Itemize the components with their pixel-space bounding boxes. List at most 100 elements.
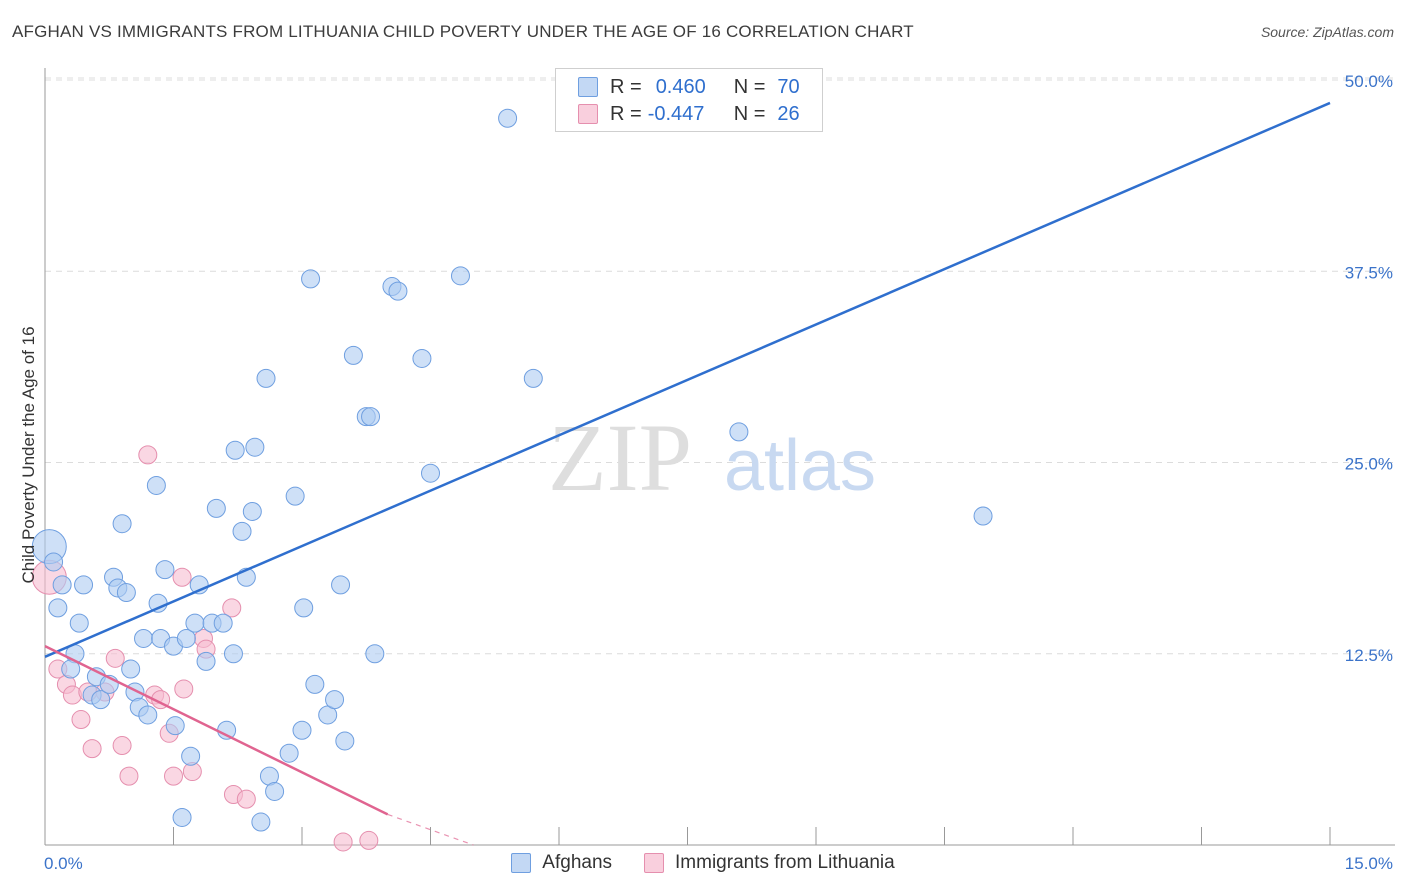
legend-n-label: N = xyxy=(733,102,766,125)
point-lithuania xyxy=(138,445,158,465)
y-tick-label: 12.5% xyxy=(1345,646,1393,665)
point-lithuania xyxy=(71,710,91,730)
point-afghans xyxy=(134,628,154,648)
point-afghans xyxy=(172,807,192,827)
bottom-legend-lithuania[interactable]: Immigrants from Lithuania xyxy=(644,852,895,874)
x-tick-label-max: 15.0% xyxy=(1345,854,1393,873)
point-afghans xyxy=(973,506,993,526)
point-afghans xyxy=(301,269,321,289)
point-lithuania xyxy=(164,766,183,786)
point-afghans xyxy=(335,731,355,751)
point-afghans xyxy=(225,440,245,460)
point-afghans xyxy=(412,348,432,368)
legend-n-value-afghans: 70 xyxy=(777,75,800,98)
point-lithuania xyxy=(105,648,125,668)
point-afghans xyxy=(44,552,64,572)
legend-box: R = 0.460 N = 70 R = -0.447 N = 26 xyxy=(555,68,823,132)
point-afghans xyxy=(421,463,440,483)
legend-swatch-pink xyxy=(578,104,598,124)
legend-n-label: N = xyxy=(733,75,766,98)
point-afghans xyxy=(138,705,158,725)
point-lithuania xyxy=(62,685,82,705)
bottom-legend: Afghans Immigrants from Lithuania xyxy=(0,852,1406,874)
legend-row-lithuania: R = -0.447 N = 26 xyxy=(578,103,800,125)
point-lithuania xyxy=(236,789,256,809)
legend-r-value-afghans: 0.460 xyxy=(655,75,706,98)
point-afghans xyxy=(69,613,89,633)
point-afghans xyxy=(365,644,385,664)
series-afghans-points xyxy=(31,108,993,832)
point-afghans xyxy=(48,598,68,618)
point-lithuania xyxy=(359,830,379,850)
point-afghans xyxy=(232,521,252,541)
point-afghans xyxy=(388,281,408,301)
trendline-afghans xyxy=(44,101,1331,658)
point-afghans xyxy=(292,720,312,740)
point-afghans xyxy=(155,560,175,580)
bottom-legend-swatch-pink xyxy=(644,853,665,873)
point-afghans xyxy=(213,613,233,633)
legend-r-label: R = xyxy=(610,102,642,125)
point-afghans xyxy=(206,498,226,518)
point-afghans xyxy=(176,628,196,648)
point-lithuania xyxy=(174,679,194,699)
point-lithuania xyxy=(82,739,102,759)
point-afghans xyxy=(331,575,351,595)
point-afghans xyxy=(256,368,276,388)
series-lithuania-points xyxy=(31,445,379,852)
point-afghans xyxy=(279,743,299,763)
bottom-legend-afghans[interactable]: Afghans xyxy=(511,852,612,874)
trendline-lithuania xyxy=(44,644,389,816)
tick-labels: 12.5% 25.0% 37.5% 50.0% 0.0% 15.0% xyxy=(44,72,1393,873)
watermark-atlas: atlas xyxy=(724,426,876,506)
point-afghans xyxy=(325,690,345,710)
point-lithuania xyxy=(112,736,132,756)
point-afghans xyxy=(343,345,363,365)
point-afghans xyxy=(185,613,205,633)
point-afghans xyxy=(523,368,543,388)
x-tick-label-min: 0.0% xyxy=(44,854,83,873)
watermark-zip: ZIP xyxy=(548,404,692,511)
point-lithuania xyxy=(172,567,192,587)
point-afghans xyxy=(265,781,285,801)
y-axis-label: Child Poverty Under the Age of 16 xyxy=(19,326,38,583)
point-afghans xyxy=(165,716,185,736)
legend-n-value-lithuania: 26 xyxy=(777,102,800,125)
axes xyxy=(44,68,1395,846)
point-afghans xyxy=(112,514,132,534)
y-tick-label: 50.0% xyxy=(1345,72,1393,91)
bottom-legend-label-lithuania: Immigrants from Lithuania xyxy=(675,852,895,873)
chart-title: AFGHAN VS IMMIGRANTS FROM LITHUANIA CHIL… xyxy=(12,22,914,41)
point-afghans xyxy=(52,575,72,595)
point-afghans xyxy=(242,501,262,521)
point-afghans xyxy=(116,583,136,603)
point-afghans xyxy=(361,407,381,427)
point-lithuania xyxy=(222,598,242,618)
legend-swatch-blue xyxy=(578,77,598,97)
y-tick-label: 37.5% xyxy=(1345,263,1393,282)
point-afghans xyxy=(146,475,166,495)
point-afghans xyxy=(74,575,94,595)
point-afghans xyxy=(450,266,470,286)
point-afghans xyxy=(196,651,216,671)
point-afghans xyxy=(729,422,749,442)
point-afghans xyxy=(121,659,141,679)
point-afghans xyxy=(181,746,201,766)
point-lithuania xyxy=(119,766,139,786)
point-lithuania xyxy=(333,832,353,852)
source-label: Source: ZipAtlas.com xyxy=(1260,24,1394,40)
point-afghans xyxy=(294,598,314,618)
point-afghans xyxy=(251,812,271,832)
watermark: ZIP atlas xyxy=(548,404,876,511)
point-afghans xyxy=(245,437,265,457)
legend-r-value-lithuania: -0.447 xyxy=(647,102,705,125)
bottom-legend-swatch-blue xyxy=(511,853,532,873)
point-afghans xyxy=(305,674,325,694)
bottom-legend-label-afghans: Afghans xyxy=(542,852,613,873)
legend-r-label: R = xyxy=(610,75,642,98)
point-afghans xyxy=(285,486,305,506)
point-afghans xyxy=(91,690,111,710)
point-afghans xyxy=(498,108,518,128)
trendlines xyxy=(44,101,1331,846)
